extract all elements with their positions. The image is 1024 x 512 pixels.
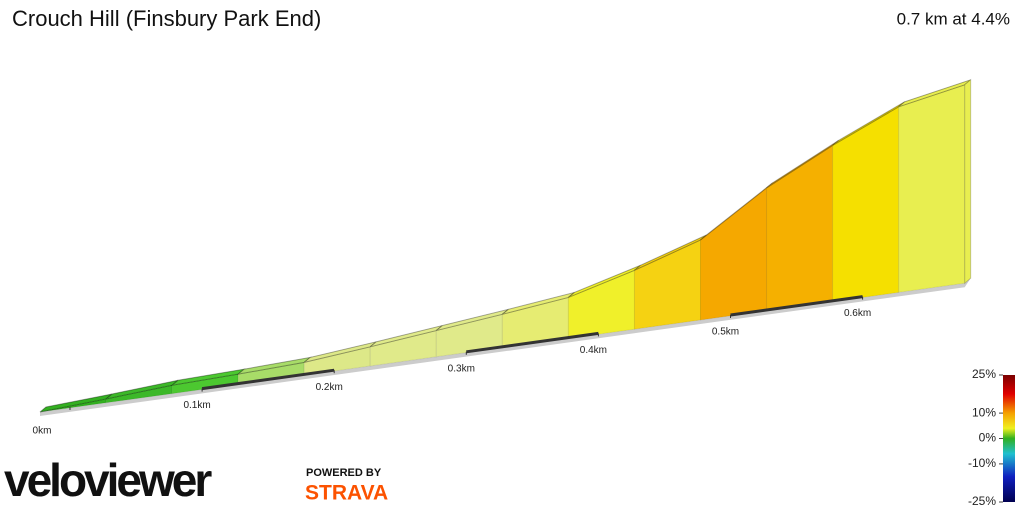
color-scale-bar xyxy=(1003,375,1015,502)
strava-logo: STRAVA xyxy=(305,482,388,505)
x-tick-label: 0.5km xyxy=(712,327,739,338)
scale-tick-label: 0% xyxy=(979,431,997,445)
x-tick-label: 0.4km xyxy=(580,345,607,356)
distance-band xyxy=(201,368,335,391)
base-edge xyxy=(40,278,971,416)
distance-band xyxy=(730,295,863,317)
scale-tick-label: 10% xyxy=(972,405,996,419)
x-tick-label: 0km xyxy=(33,426,52,437)
distance-band xyxy=(466,331,599,354)
segment xyxy=(898,84,966,293)
chart-title: Crouch Hill (Finsbury Park End) xyxy=(12,6,321,31)
subtitle: 0.7 km at 4.4% xyxy=(897,9,1010,28)
logo: veloviewer xyxy=(4,454,212,506)
powered-by: POWERED BY xyxy=(306,467,382,479)
profile: 0km 0.1km 0.2km 0.3km 0.4km 0.5km 0.6km xyxy=(33,78,972,437)
segment xyxy=(832,105,900,303)
x-tick-label: 0.3km xyxy=(448,363,475,374)
x-tick-label: 0.6km xyxy=(844,308,871,319)
segment xyxy=(766,144,834,312)
color-scale: 25% 10% 0% -10% -25% xyxy=(968,367,1003,508)
x-tick-label: 0.2km xyxy=(316,382,343,393)
segment xyxy=(700,186,768,321)
end-face xyxy=(964,78,972,285)
scale-tick-label: -10% xyxy=(968,456,996,470)
segment xyxy=(567,269,635,339)
x-tick-label: 0.1km xyxy=(183,400,210,411)
scale-tick-label: -25% xyxy=(968,494,996,508)
scale-tick-label: 25% xyxy=(972,367,996,381)
